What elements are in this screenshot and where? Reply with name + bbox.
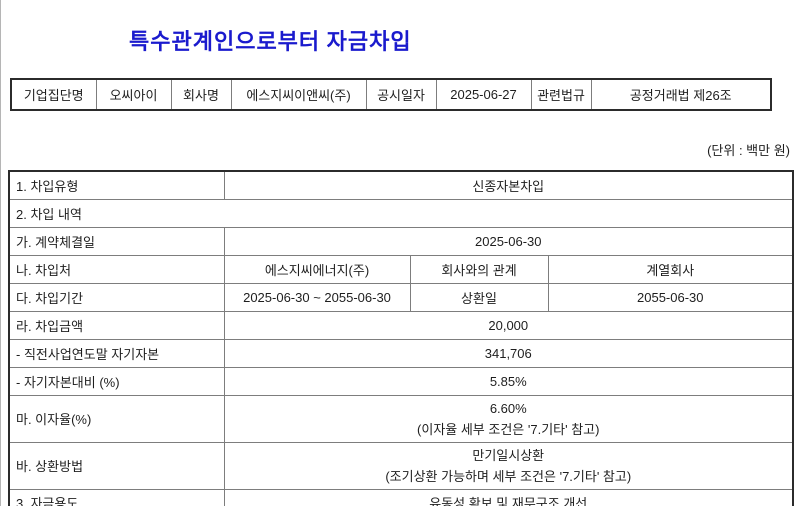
interest-rate-label: 마. 이자율(%) xyxy=(8,394,225,443)
repayment-date-label: 상환일 xyxy=(409,282,549,312)
row-contract-date: 가. 계약체결일 2025-06-30 xyxy=(8,226,794,256)
lender-label: 나. 차입처 xyxy=(8,254,225,284)
period-value: 2025-06-30 ~ 2055-06-30 xyxy=(223,282,411,312)
purpose-label: 3. 자금용도 xyxy=(8,488,225,506)
row-equity: - 직전사업연도말 자기자본 341,706 xyxy=(8,338,794,368)
repayment-method-label: 바. 상환방법 xyxy=(8,441,225,490)
row-lender: 나. 차입처 에스지씨에너지(주) 회사와의 관계 계열회사 xyxy=(8,254,794,284)
interest-rate-value-cell: 6.60% (이자율 세부 조건은 '7.기타' 참고) xyxy=(223,394,794,443)
repayment-method-note: (조기상환 가능하며 세부 조건은 '7.기타' 참고) xyxy=(385,468,632,484)
equity-ratio-label: - 자기자본대비 (%) xyxy=(8,366,225,396)
amount-label: 라. 차입금액 xyxy=(8,310,225,340)
purpose-value: 유동성 확보 및 재무구조 개선 xyxy=(223,488,794,506)
repayment-date-value: 2055-06-30 xyxy=(547,282,794,312)
header-row: 기업집단명 오씨아이 회사명 에스지씨이앤씨(주) 공시일자 2025-06-2… xyxy=(10,78,772,111)
lender-relation-label: 회사와의 관계 xyxy=(409,254,549,284)
borrowing-detail-table: 1. 차입유형 신종자본차입 2. 차입 내역 가. 계약체결일 2025-06… xyxy=(8,170,795,506)
disclosure-date-value: 2025-06-27 xyxy=(435,78,532,111)
interest-rate-value: 6.60% xyxy=(489,400,527,416)
equity-value: 341,706 xyxy=(223,338,794,368)
disclosure-date-label: 공시일자 xyxy=(365,78,437,111)
row-period: 다. 차입기간 2025-06-30 ~ 2055-06-30 상환일 2055… xyxy=(8,282,794,312)
lender-value: 에스지씨에너지(주) xyxy=(223,254,411,284)
interest-rate-note: (이자율 세부 조건은 '7.기타' 참고) xyxy=(417,421,600,437)
unit-note: (단위 : 백만 원) xyxy=(707,143,790,158)
company-name-value: 에스지씨이앤씨(주) xyxy=(230,78,367,111)
repayment-method-value: 만기일시상환 xyxy=(472,447,545,463)
contract-date-label: 가. 계약체결일 xyxy=(8,226,225,256)
borrow-type-value: 신종자본차입 xyxy=(223,170,794,200)
row-borrow-type: 1. 차입유형 신종자본차입 xyxy=(8,170,794,200)
detail-header-label: 2. 차입 내역 xyxy=(8,198,794,228)
company-name-label: 회사명 xyxy=(170,78,232,111)
equity-ratio-value: 5.85% xyxy=(223,366,794,396)
row-interest-rate: 마. 이자율(%) 6.60% (이자율 세부 조건은 '7.기타' 참고) xyxy=(8,394,794,443)
disclosure-header-table: 기업집단명 오씨아이 회사명 에스지씨이앤씨(주) 공시일자 2025-06-2… xyxy=(10,78,772,111)
group-name-value: 오씨아이 xyxy=(95,78,172,111)
lender-relation-value: 계열회사 xyxy=(547,254,794,284)
contract-date-value: 2025-06-30 xyxy=(223,226,794,256)
page-left-edge xyxy=(0,0,1,506)
row-equity-ratio: - 자기자본대비 (%) 5.85% xyxy=(8,366,794,396)
borrow-type-label: 1. 차입유형 xyxy=(8,170,225,200)
row-repayment-method: 바. 상환방법 만기일시상환 (조기상환 가능하며 세부 조건은 '7.기타' … xyxy=(8,441,794,490)
row-detail-header: 2. 차입 내역 xyxy=(8,198,794,228)
row-purpose: 3. 자금용도 유동성 확보 및 재무구조 개선 xyxy=(8,488,794,506)
row-amount: 라. 차입금액 20,000 xyxy=(8,310,794,340)
period-label: 다. 차입기간 xyxy=(8,282,225,312)
related-law-value: 공정거래법 제26조 xyxy=(590,78,772,111)
related-law-label: 관련법규 xyxy=(530,78,592,111)
group-name-label: 기업집단명 xyxy=(10,78,97,111)
repayment-method-value-cell: 만기일시상환 (조기상환 가능하며 세부 조건은 '7.기타' 참고) xyxy=(223,441,794,490)
amount-value: 20,000 xyxy=(223,310,794,340)
page-title: 특수관계인으로부터 자금차입 xyxy=(129,29,412,54)
equity-label: - 직전사업연도말 자기자본 xyxy=(8,338,225,368)
